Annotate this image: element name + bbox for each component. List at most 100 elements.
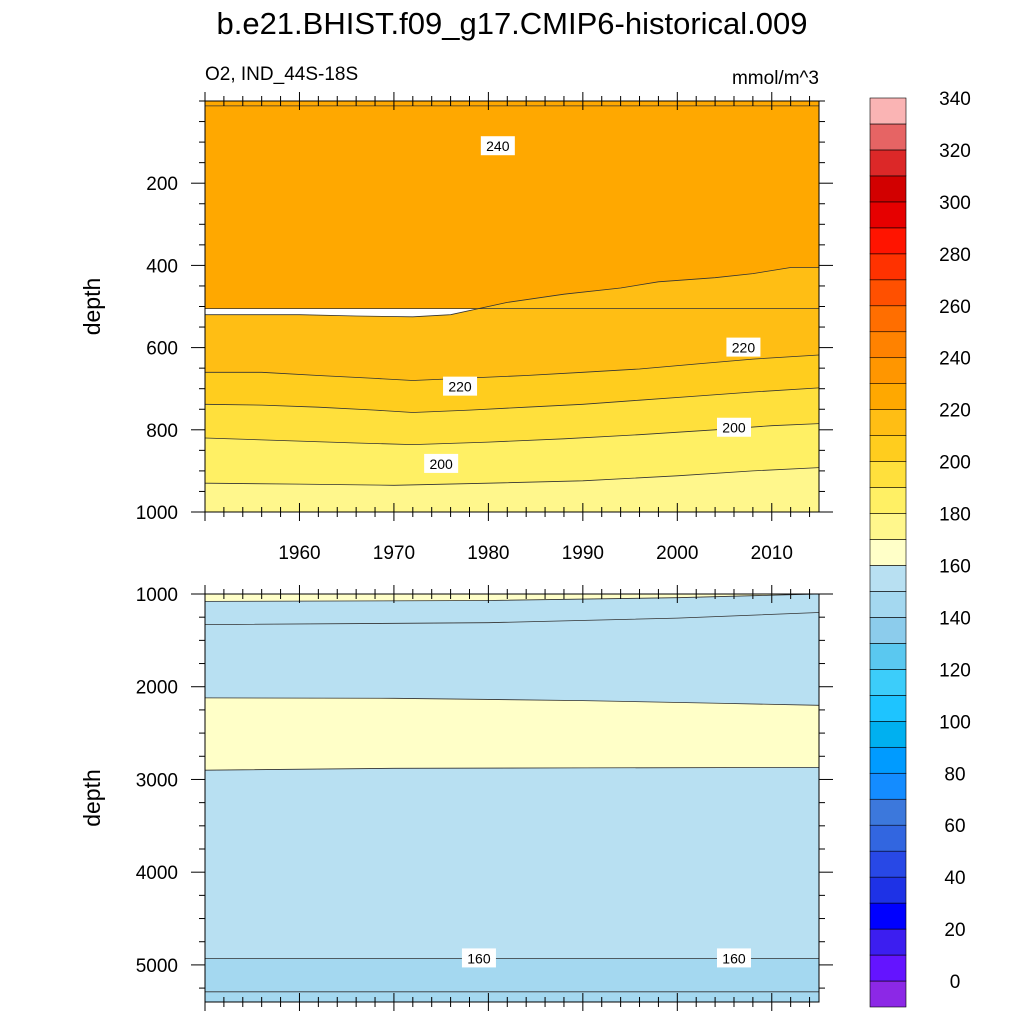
colorbar-swatch (869, 201, 907, 229)
y-tick-label: 800 (146, 421, 178, 442)
y-tick-label: 400 (146, 256, 178, 277)
colorbar-swatch (869, 669, 907, 696)
contour-label-box (716, 948, 751, 968)
variable-region-label: O2, IND_44S-18S (205, 64, 359, 85)
colorbar-tick-label: 200 (939, 453, 971, 474)
contour-label-text: 220 (448, 379, 472, 395)
colorbar-swatch (869, 175, 907, 203)
colorbar-tick-label: 120 (939, 660, 971, 681)
colorbar-tick-label: 60 (944, 816, 965, 837)
contour-line (205, 387, 819, 413)
lower-panel: 160 160 1000 2000 3000 4000 5000 depth (79, 585, 833, 1011)
contour-label-text: 200 (429, 456, 453, 472)
colorbar-tick-label: 220 (939, 401, 971, 422)
y-tick-label: 4000 (136, 863, 178, 884)
contour-line (205, 267, 819, 318)
colorbar-swatch (869, 746, 907, 774)
colorbar-swatch (869, 97, 907, 125)
x-tick-label: 1970 (373, 543, 415, 564)
contour-label: 160 (716, 948, 751, 968)
contour-line (205, 354, 819, 381)
y-tick-label: 1000 (136, 503, 178, 524)
colorbar-swatch (869, 227, 907, 255)
colorbar-swatch (869, 331, 907, 359)
colorbar-swatch (869, 513, 907, 540)
contour-label-text: 240 (486, 138, 510, 154)
colorbar-tick-label: 320 (939, 141, 971, 162)
colorbar-swatch (869, 721, 907, 748)
x-axis: 1960 1970 1980 1990 2000 2010 (204, 92, 811, 564)
contour-band-170 (205, 594, 819, 1002)
y-axis-label: depth (79, 769, 105, 827)
colorbar-swatch (869, 980, 907, 1008)
colorbar-swatch (869, 643, 907, 670)
colorbar-swatch (869, 591, 907, 618)
colorbar-swatch (869, 461, 907, 488)
contour-label: 220 (726, 337, 761, 357)
plot-frame (204, 593, 820, 1003)
colorbar-tick-label: 0 (950, 972, 961, 993)
colorbar-swatch (869, 253, 907, 281)
contour-label: 240 (480, 136, 515, 156)
contour-label-box (424, 453, 459, 473)
y-tick-label: 600 (146, 339, 178, 360)
contour-line (205, 467, 819, 486)
colorbar-swatch (869, 149, 907, 177)
contour-label-box (716, 417, 751, 437)
colorbar-tick-label: 140 (939, 608, 971, 629)
contour-lines (205, 594, 819, 993)
x-tick-label: 2000 (656, 543, 698, 564)
colorbar-swatch (869, 539, 907, 566)
contour-lines (205, 105, 819, 486)
contour-label-text: 220 (732, 340, 756, 356)
upper-panel: 240 220 220 200 200 1960 1970 1980 1990 2000 2010 2… (79, 92, 833, 564)
contour-fills (205, 594, 819, 1002)
contour-label-box (461, 948, 496, 968)
colorbar: 0 20 40 60 80 100 120 140 160 180 200 220 240 260 280 3… (869, 89, 971, 1008)
colorbar-swatch (869, 565, 907, 592)
colorbar-tick-label: 180 (939, 505, 971, 526)
colorbar-tick-label: 160 (939, 557, 971, 578)
y-tick-label: 2000 (136, 678, 178, 699)
contour-label-box (443, 376, 478, 396)
contour-line (205, 767, 819, 771)
x-tick-label: 1960 (278, 543, 320, 564)
contour-label: 220 (443, 376, 478, 396)
y-axis: 1000 2000 3000 4000 5000 depth (79, 585, 833, 989)
x-tick-label: 2010 (751, 543, 793, 564)
units-label: mmol/m^3 (731, 68, 819, 89)
contour-band-160 (205, 958, 819, 1002)
colorbar-swatch (869, 409, 907, 436)
colorbar-swatch (869, 487, 907, 514)
colorbar-swatch (869, 824, 907, 852)
colorbar-tick-label: 40 (944, 868, 965, 889)
colorbar-tick-label: 80 (944, 764, 965, 785)
contour-band-230 (205, 101, 819, 309)
colorbar-tick-label: 20 (944, 920, 965, 941)
contour-line (205, 612, 819, 625)
colorbar-swatch (869, 954, 907, 982)
colorbar-tick-label: 240 (939, 349, 971, 370)
y-axis: 200 400 600 800 1000 depth (79, 100, 833, 524)
colorbar-tick-label: 300 (939, 193, 971, 214)
contour-label-text: 160 (467, 950, 491, 966)
y-tick-label: 5000 (136, 956, 178, 977)
colorbar-swatch (869, 695, 907, 722)
x-axis (204, 585, 811, 1011)
contour-fills (205, 101, 819, 512)
colorbar-swatch (869, 876, 907, 904)
colorbar-tick-label: 280 (939, 245, 971, 266)
colorbar-swatch (869, 305, 907, 333)
contour-label: 160 (461, 948, 496, 968)
contour-label-text: 200 (722, 420, 746, 436)
figure-title: b.e21.BHIST.f09_g17.CMIP6-historical.009 (216, 6, 808, 41)
colorbar-swatch (869, 928, 907, 956)
y-axis-label: depth (79, 278, 105, 336)
colorbar-swatch (869, 383, 907, 410)
contour-label: 200 (716, 417, 751, 437)
y-tick-label: 3000 (136, 770, 178, 791)
x-tick-label: 1980 (467, 543, 509, 564)
colorbar-tick-label: 340 (939, 89, 971, 110)
contour-band-180 (205, 467, 819, 512)
